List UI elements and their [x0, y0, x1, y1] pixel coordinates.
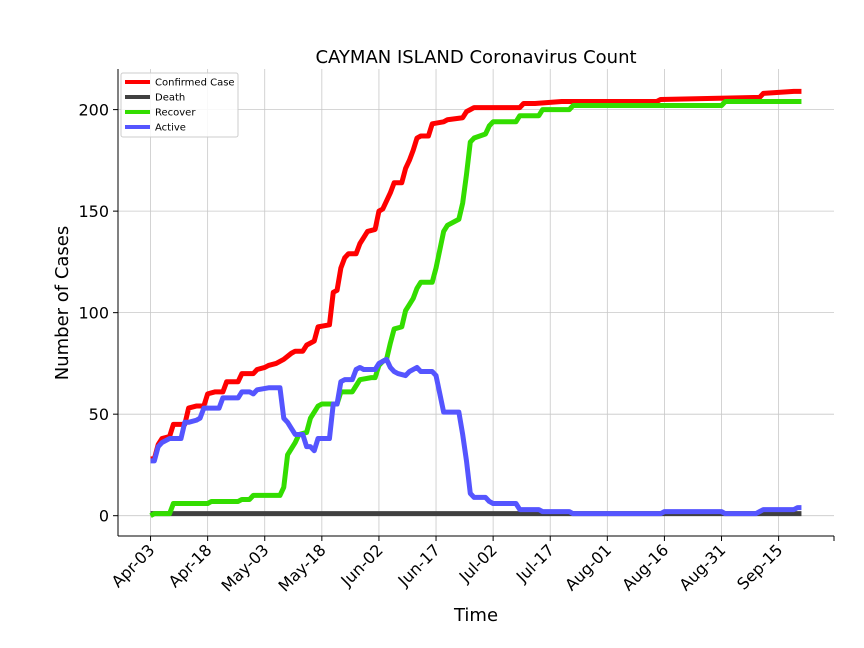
x-tick-label: May-18 [275, 540, 330, 595]
x-tick-label: Aug-01 [561, 540, 615, 594]
series-group [149, 88, 802, 518]
series-line-recover [149, 98, 802, 518]
x-tick-label: Jun-17 [394, 540, 444, 590]
legend-label: Recover [155, 108, 196, 119]
x-tick-label: May-03 [217, 540, 272, 595]
axes [113, 69, 835, 541]
y-tick-label: 200 [78, 101, 109, 120]
y-tick-label: 50 [89, 405, 109, 424]
x-tick-label: Sep-15 [733, 540, 786, 593]
x-tick-label: Apr-03 [108, 540, 159, 591]
legend-label: Confirmed Case [155, 78, 235, 89]
y-tick-labels: 0 50 100 150 200 [78, 101, 109, 526]
series-line-confirmed-case [150, 88, 802, 462]
x-tick-label: Jul-02 [455, 540, 501, 586]
legend-label: Death [155, 93, 185, 104]
x-tick-label: Apr-18 [165, 540, 216, 591]
chart-title: CAYMAN ISLAND Coronavirus Count [315, 47, 636, 68]
x-tick-label: Aug-16 [618, 540, 672, 594]
x-tick-label: Jul-17 [512, 540, 558, 586]
y-tick-label: 0 [99, 507, 109, 526]
x-axis-title: Time [453, 605, 498, 626]
x-tick-label: Jun-02 [336, 540, 386, 590]
y-tick-label: 100 [78, 304, 109, 323]
legend: Confirmed Case Death Recover Active [120, 72, 239, 138]
y-axis-title: Number of Cases [52, 226, 73, 381]
legend-box [120, 72, 239, 138]
x-tick-label: Aug-31 [675, 540, 729, 594]
x-tick-labels: Apr-03 Apr-18 May-03 May-18 Jun-02 Jun-17 Jul-… [108, 540, 787, 595]
series-line-active [150, 356, 802, 517]
y-tick-label: 150 [78, 202, 109, 221]
legend-label: Active [155, 123, 186, 134]
